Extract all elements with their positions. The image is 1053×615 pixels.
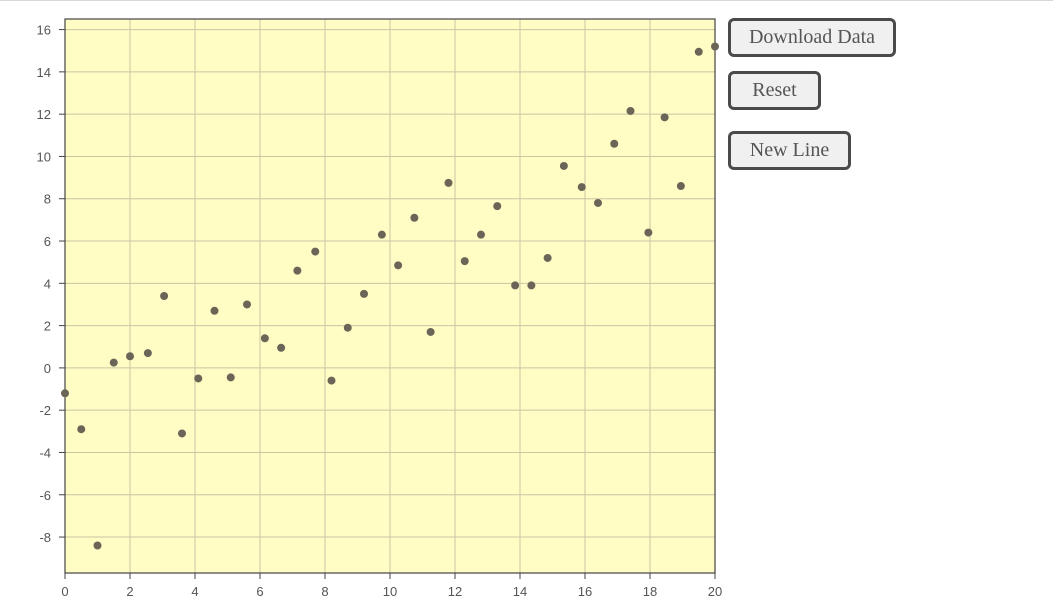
data-point[interactable] [243,300,251,309]
data-point[interactable] [343,323,352,332]
data-point[interactable] [711,42,719,51]
y-tick-label: 8 [44,192,51,207]
download-data-button[interactable]: Download Data [728,18,896,57]
data-point[interactable] [444,178,453,187]
data-point[interactable] [327,376,336,385]
x-tick-label: 16 [578,584,592,599]
x-tick-label: 20 [708,584,722,599]
data-point[interactable] [594,198,602,207]
data-point[interactable] [226,373,235,382]
data-point[interactable] [543,253,552,262]
y-tick-label: 0 [44,361,51,376]
y-tick-label: 12 [37,107,51,122]
data-point[interactable] [194,374,203,383]
data-point[interactable] [93,541,102,550]
y-tick-label: -6 [39,488,51,503]
y-axis-ticks: -8 -6 -4 -2 0 2 4 6 8 10 12 14 16 [37,23,65,545]
data-point[interactable] [559,161,568,170]
data-point[interactable] [143,349,152,358]
data-point[interactable] [311,247,320,256]
y-tick-label: -2 [39,403,51,418]
y-tick-label: 10 [37,149,51,164]
data-point[interactable] [460,257,469,266]
y-tick-label: 14 [37,65,51,80]
y-tick-label: 2 [44,319,51,334]
data-point[interactable] [210,306,219,315]
x-axis-ticks: 0 2 4 6 8 10 12 14 16 18 20 [61,573,722,599]
data-point[interactable] [293,266,302,275]
data-point[interactable] [493,202,502,211]
data-point[interactable] [160,292,169,300]
data-point[interactable] [610,139,619,148]
data-point[interactable] [660,113,669,122]
data-point[interactable] [360,289,368,298]
y-tick-label: 16 [37,23,51,38]
y-tick-label: -8 [39,530,51,545]
data-point[interactable] [178,429,186,438]
data-point[interactable] [644,228,653,237]
scatter-plot: 0 2 4 6 8 10 12 14 16 18 20 -8 -6 -4 -2 0 2 4 6 8 10 12 14 16 [37,18,722,599]
data-point[interactable] [77,425,86,434]
top-divider [0,0,1053,1]
data-point[interactable] [694,47,703,56]
x-tick-label: 10 [383,584,397,599]
x-tick-label: 14 [513,584,527,599]
x-tick-label: 8 [321,584,328,599]
data-point[interactable] [260,334,269,343]
data-point[interactable] [126,352,134,361]
data-point[interactable] [511,281,520,290]
data-points[interactable] [61,42,719,550]
x-tick-label: 12 [448,584,462,599]
x-tick-label: 2 [126,584,133,599]
x-tick-label: 6 [256,584,263,599]
reset-button[interactable]: Reset [728,71,821,110]
data-point[interactable] [577,183,586,192]
data-point[interactable] [394,261,403,270]
data-point[interactable] [410,213,419,222]
data-point[interactable] [61,389,69,398]
data-point[interactable] [676,182,685,191]
x-tick-label: 4 [191,584,198,599]
data-point[interactable] [626,106,635,115]
data-point[interactable] [277,343,286,352]
x-tick-label: 0 [61,584,68,599]
data-point[interactable] [377,230,386,239]
y-tick-label: -4 [39,445,51,460]
data-point[interactable] [426,327,435,336]
x-tick-label: 18 [643,584,657,599]
data-point[interactable] [477,230,485,239]
data-point[interactable] [109,358,118,367]
data-point[interactable] [527,281,536,290]
y-tick-label: 6 [44,234,51,249]
new-line-button[interactable]: New Line [728,131,851,170]
y-tick-label: 4 [44,276,51,291]
